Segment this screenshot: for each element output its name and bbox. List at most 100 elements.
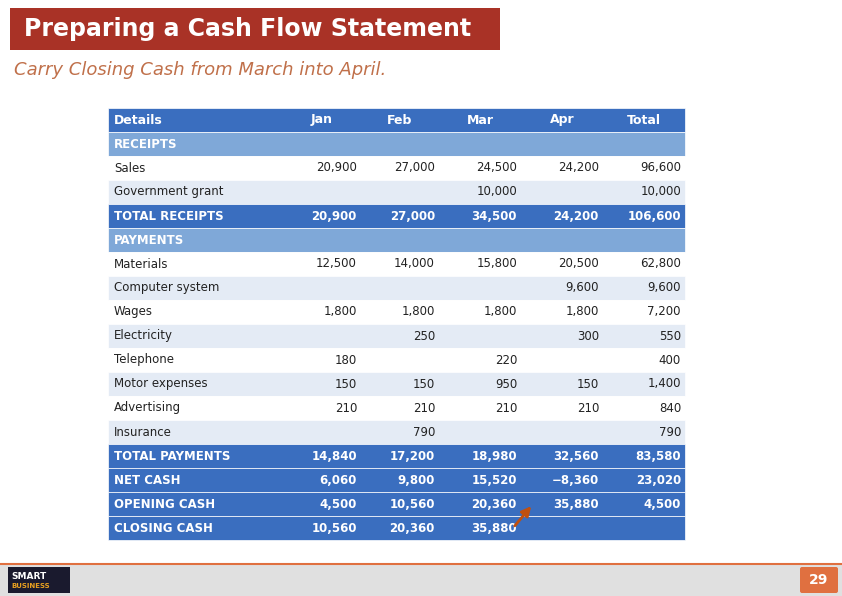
Text: 790: 790 [658,426,681,439]
Text: 840: 840 [658,402,681,414]
Text: 210: 210 [334,402,357,414]
Text: CLOSING CASH: CLOSING CASH [114,522,213,535]
Text: 950: 950 [495,377,517,390]
Text: 1,800: 1,800 [323,306,357,318]
Text: 790: 790 [413,426,435,439]
Text: Carry Closing Cash from March into April.: Carry Closing Cash from March into April… [14,61,386,79]
Text: 35,880: 35,880 [472,522,517,535]
Text: 10,000: 10,000 [477,185,517,198]
Text: 7,200: 7,200 [647,306,681,318]
Text: Insurance: Insurance [114,426,172,439]
Text: TOTAL RECEIPTS: TOTAL RECEIPTS [114,210,224,222]
Text: 62,800: 62,800 [640,257,681,271]
Text: 210: 210 [494,402,517,414]
Text: 34,500: 34,500 [472,210,517,222]
Text: Sales: Sales [114,162,146,175]
Bar [108,492,685,516]
Text: 20,360: 20,360 [390,522,435,535]
Text: 15,520: 15,520 [472,473,517,486]
Text: Jan: Jan [311,113,333,126]
Text: 14,840: 14,840 [312,449,357,462]
Text: 20,900: 20,900 [316,162,357,175]
Text: 4,500: 4,500 [320,498,357,511]
Text: 35,880: 35,880 [553,498,599,511]
Text: 12,500: 12,500 [316,257,357,271]
Text: 9,600: 9,600 [647,281,681,294]
Text: 250: 250 [413,330,435,343]
Text: 1,400: 1,400 [647,377,681,390]
Text: 83,580: 83,580 [636,449,681,462]
Text: Mar: Mar [466,113,493,126]
Bar [108,468,685,492]
Text: 9,800: 9,800 [397,473,435,486]
Text: 10,560: 10,560 [312,522,357,535]
Bar [108,300,685,324]
Text: NET CASH: NET CASH [114,473,180,486]
Bar [108,228,685,252]
Bar [108,276,685,300]
Text: PAYMENTS: PAYMENTS [114,234,184,247]
Text: 210: 210 [577,402,599,414]
Bar [108,252,685,276]
Text: 23,020: 23,020 [636,473,681,486]
Text: 10,560: 10,560 [390,498,435,511]
Text: 1,800: 1,800 [483,306,517,318]
Text: Preparing a Cash Flow Statement: Preparing a Cash Flow Statement [24,17,472,41]
Text: 10,000: 10,000 [640,185,681,198]
Text: Total: Total [627,113,661,126]
FancyBboxPatch shape [800,567,838,593]
Text: Details: Details [114,113,163,126]
Text: 24,500: 24,500 [476,162,517,175]
Text: 550: 550 [659,330,681,343]
Text: 14,000: 14,000 [394,257,435,271]
Bar [108,204,685,228]
Bar [108,132,685,156]
Text: Advertising: Advertising [114,402,181,414]
Text: 6,060: 6,060 [320,473,357,486]
Bar [108,324,685,348]
Text: 4,500: 4,500 [643,498,681,511]
Text: Government grant: Government grant [114,185,223,198]
Text: Telephone: Telephone [114,353,174,367]
Bar [8,567,70,593]
Text: 150: 150 [413,377,435,390]
Text: 106,600: 106,600 [627,210,681,222]
Text: 27,000: 27,000 [390,210,435,222]
Bar [108,180,685,204]
Bar [108,108,685,132]
Text: SMART: SMART [11,572,46,581]
Bar [0,564,842,596]
Bar [108,516,685,540]
Text: Materials: Materials [114,257,168,271]
Text: 9,600: 9,600 [566,281,599,294]
Bar [108,372,685,396]
Text: 400: 400 [658,353,681,367]
Text: 300: 300 [577,330,599,343]
Text: Computer system: Computer system [114,281,220,294]
Text: Motor expenses: Motor expenses [114,377,208,390]
Text: −8,360: −8,360 [552,473,599,486]
Text: 96,600: 96,600 [640,162,681,175]
Text: 150: 150 [335,377,357,390]
Text: 180: 180 [335,353,357,367]
Text: Apr: Apr [550,113,574,126]
Text: 220: 220 [494,353,517,367]
Text: 20,360: 20,360 [472,498,517,511]
Text: 27,000: 27,000 [394,162,435,175]
Text: 24,200: 24,200 [554,210,599,222]
Text: 150: 150 [577,377,599,390]
Text: Feb: Feb [387,113,413,126]
Bar [108,156,685,180]
Text: 18,980: 18,980 [472,449,517,462]
Text: 17,200: 17,200 [390,449,435,462]
Text: 24,200: 24,200 [558,162,599,175]
Text: 29: 29 [809,573,829,587]
Text: OPENING CASH: OPENING CASH [114,498,215,511]
Text: 1,800: 1,800 [402,306,435,318]
Text: 15,800: 15,800 [477,257,517,271]
Text: 20,900: 20,900 [312,210,357,222]
Text: Wages: Wages [114,306,153,318]
Bar [108,396,685,420]
Text: 210: 210 [413,402,435,414]
Bar [108,444,685,468]
